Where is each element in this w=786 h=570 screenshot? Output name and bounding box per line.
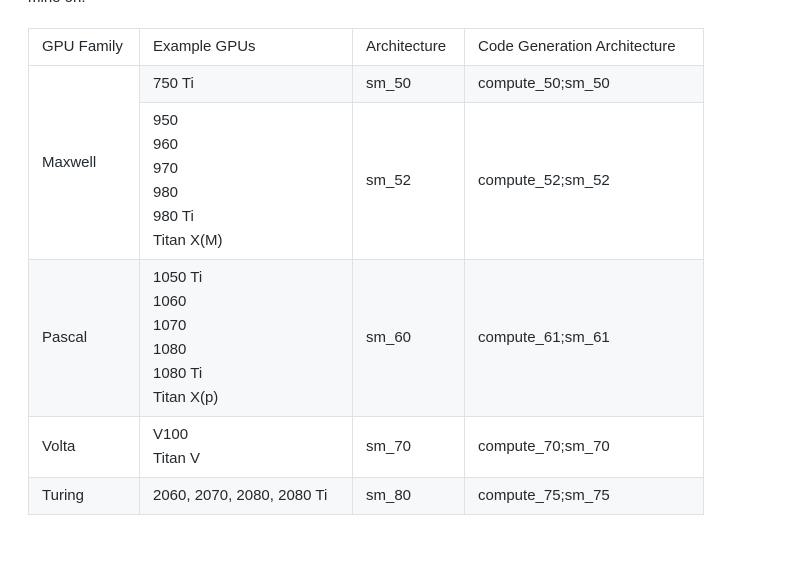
gpu-table: GPU Family Example GPUs Architecture Code G… xyxy=(28,28,704,515)
gpus-cell: 1050 Ti 1060 1070 1080 1080 Ti Titan X(p) xyxy=(139,259,353,417)
family-cell: Pascal xyxy=(28,259,140,417)
code-cell: compute_50;sm_50 xyxy=(464,65,704,103)
table-row: 950 960 970 980 980 Ti Titan X(M) sm_52 compute… xyxy=(29,102,704,260)
gpus-cell: 950 960 970 980 980 Ti Titan X(M) xyxy=(139,102,353,260)
header-cell: Code Generation Architecture xyxy=(464,28,704,66)
arch-cell: sm_60 xyxy=(352,259,465,417)
gpu-name: 1060 xyxy=(153,293,187,310)
gpu-name: Titan X(M) xyxy=(153,232,223,249)
gpu-name: 1070 xyxy=(153,317,187,334)
arch-cell: sm_50 xyxy=(352,65,465,103)
gpus-cell: 2060, 2070, 2080, 2080 Ti xyxy=(139,477,353,515)
table-row: Volta V100 Titan V sm_70 compute_70;sm_70 xyxy=(28,416,704,478)
gpu-name: 2060, 2070, 2080, 2080 Ti xyxy=(153,487,328,504)
gpu-name: 970 xyxy=(153,160,179,177)
arch-cell: sm_80 xyxy=(352,477,465,515)
intro-text: mine on. xyxy=(28,0,86,10)
header-cell: Architecture xyxy=(352,28,465,66)
table-row: Turing 2060, 2070, 2080, 2080 Ti sm_80 comp… xyxy=(28,477,704,515)
header-cell: GPU Family xyxy=(28,28,140,66)
header-cell: Example GPUs xyxy=(139,28,353,66)
gpu-name: 750 Ti xyxy=(153,75,194,92)
code-cell: compute_75;sm_75 xyxy=(464,477,704,515)
gpu-name: 950 xyxy=(153,112,179,129)
table-row: Pascal 1050 Ti 1060 1070 1080 1080 Ti Titan X(… xyxy=(28,259,704,417)
gpus-cell: V100 Titan V xyxy=(139,416,353,478)
code-cell: compute_61;sm_61 xyxy=(464,259,704,417)
gpu-name: 1050 Ti xyxy=(153,269,203,286)
gpu-name: 960 xyxy=(153,136,179,153)
family-cell: Volta xyxy=(28,416,140,478)
gpu-name: 1080 Ti xyxy=(153,365,203,382)
code-cell: compute_70;sm_70 xyxy=(464,416,704,478)
table-row: Maxwell 750 Ti sm_50 compute_50;sm_50 xyxy=(28,65,704,260)
gpu-name: 980 Ti xyxy=(153,208,194,225)
family-cell: Maxwell xyxy=(28,65,140,260)
gpu-name: V100 xyxy=(153,426,189,443)
header-row: GPU Family Example GPUs Architecture Code G… xyxy=(28,28,704,66)
arch-cell: sm_70 xyxy=(352,416,465,478)
gpu-name: 980 xyxy=(153,184,179,201)
gpu-name: Titan X(p) xyxy=(153,389,219,406)
arch-cell: sm_52 xyxy=(352,102,465,260)
gpu-name: Titan V xyxy=(153,450,200,467)
gpu-name: 1080 xyxy=(153,341,187,358)
code-cell: compute_52;sm_52 xyxy=(464,102,704,260)
gpus-cell: 750 Ti xyxy=(139,65,353,103)
family-cell: Turing xyxy=(28,477,140,515)
